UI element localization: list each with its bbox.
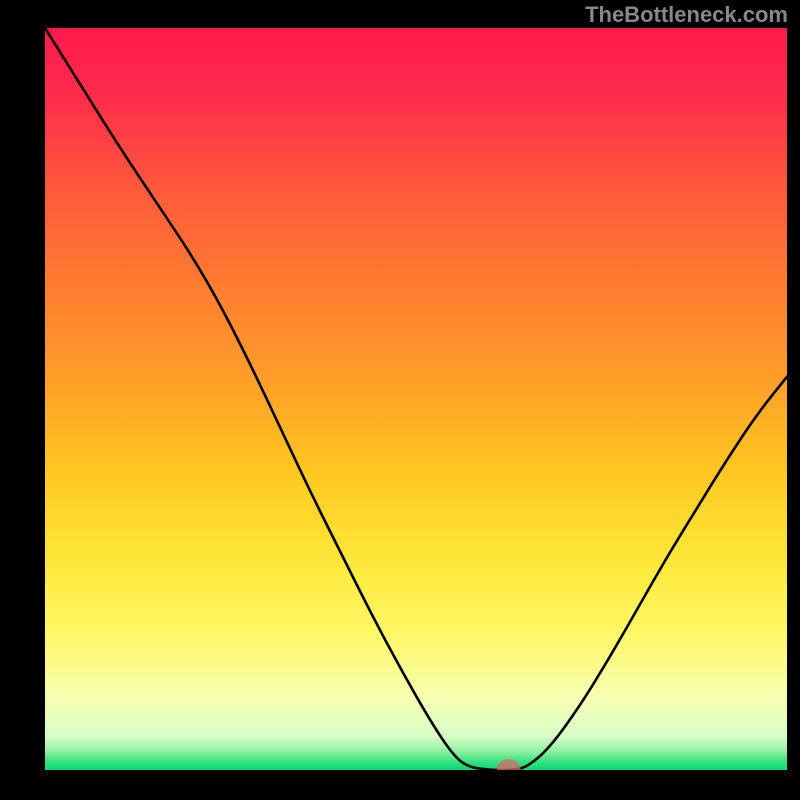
plot-area bbox=[45, 28, 787, 770]
chart-frame: TheBottleneck.com bbox=[0, 0, 800, 800]
chart-background bbox=[45, 28, 787, 770]
watermark-text: TheBottleneck.com bbox=[585, 2, 788, 28]
